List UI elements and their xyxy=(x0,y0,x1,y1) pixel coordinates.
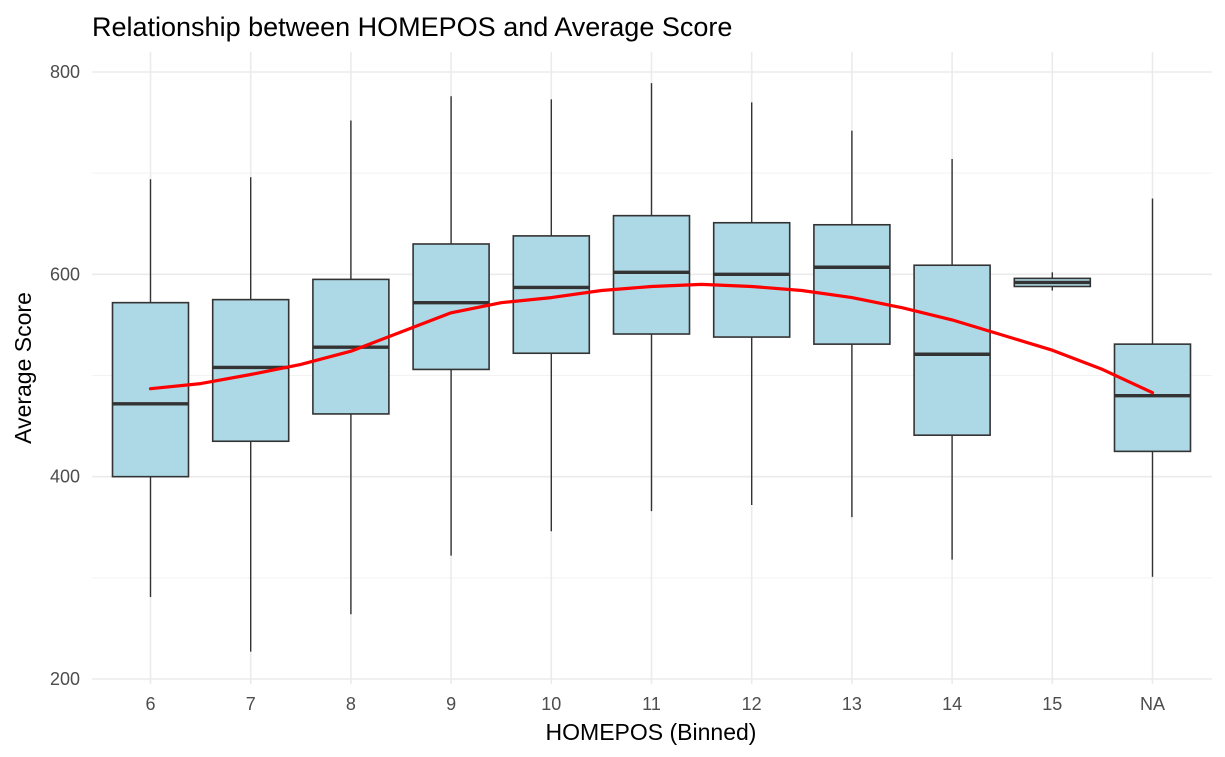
y-tick-label: 800 xyxy=(50,62,80,82)
x-tick-label: 13 xyxy=(842,694,862,714)
box-15 xyxy=(1013,272,1092,291)
x-tick-label: 14 xyxy=(942,694,962,714)
x-tick-label: 8 xyxy=(346,694,356,714)
x-tick-label: 15 xyxy=(1042,694,1062,714)
y-tick-labels: 200 400 600 800 xyxy=(50,62,80,689)
box-7 xyxy=(211,177,290,652)
box-13 xyxy=(813,130,891,518)
box-14 xyxy=(913,159,991,560)
x-tick-label: 12 xyxy=(742,694,762,714)
box-10 xyxy=(512,99,591,532)
y-tick-label: 600 xyxy=(50,264,80,284)
box-body xyxy=(813,223,891,345)
smooth-line xyxy=(148,282,1155,395)
box-body xyxy=(1113,343,1192,453)
box-NA xyxy=(1113,198,1192,577)
x-tick-label: NA xyxy=(1140,694,1165,714)
x-tick-label: 10 xyxy=(541,694,561,714)
box-11 xyxy=(612,83,691,512)
box-9 xyxy=(412,96,490,556)
y-axis-title: Average Score xyxy=(10,292,36,444)
box-body xyxy=(612,214,691,335)
box-8 xyxy=(312,120,390,615)
x-tick-label: 9 xyxy=(446,694,456,714)
x-tick-label: 11 xyxy=(642,694,661,714)
x-tick-label: 7 xyxy=(246,694,256,714)
x-axis-title: HOMEPOS (Binned) xyxy=(546,719,757,745)
box-body xyxy=(913,264,991,436)
x-tick-label: 6 xyxy=(145,694,155,714)
box-12 xyxy=(712,102,791,505)
y-tick-label: 400 xyxy=(50,467,80,487)
x-tick-labels: 6 7 8 9 10 11 12 13 14 15 NA xyxy=(145,694,1165,714)
y-tick-label: 200 xyxy=(50,669,80,689)
chart-title: Relationship between HOMEPOS and Average… xyxy=(92,12,732,42)
box-body xyxy=(712,221,791,338)
smooth-line-group xyxy=(148,282,1155,395)
boxes xyxy=(111,83,1192,652)
